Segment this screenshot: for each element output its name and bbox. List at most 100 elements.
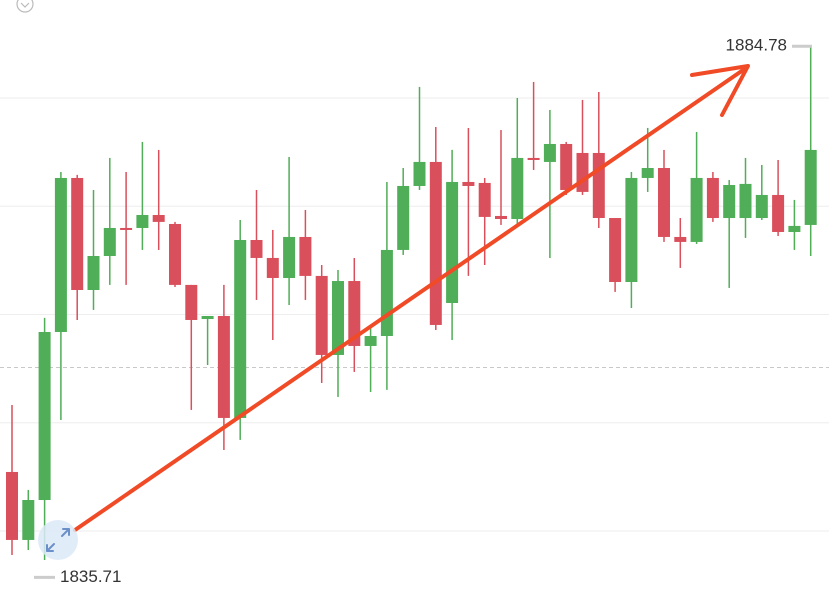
candle-body	[6, 471, 18, 540]
candle-body	[169, 223, 181, 285]
candle	[234, 219, 247, 440]
candle	[380, 181, 393, 390]
candle-body	[706, 177, 719, 219]
candle	[283, 156, 296, 305]
trend-line	[73, 66, 748, 532]
candle	[641, 127, 654, 192]
candle	[217, 284, 230, 450]
candle-body	[397, 185, 410, 250]
candle-body	[380, 249, 393, 337]
candle	[462, 127, 475, 276]
candle	[674, 218, 687, 268]
candle	[625, 172, 638, 308]
collapse-chevron	[20, 2, 30, 8]
candle-body	[71, 177, 84, 291]
candle-body	[446, 181, 459, 303]
candle	[364, 327, 377, 392]
candle-body	[511, 157, 524, 219]
candle	[706, 172, 719, 222]
candle-body	[478, 182, 491, 217]
candle	[54, 172, 67, 421]
candle-body	[772, 194, 785, 232]
candle-body	[136, 214, 149, 228]
candle	[87, 189, 100, 310]
candle	[250, 189, 263, 300]
candle-body	[283, 236, 296, 278]
candle	[511, 97, 524, 225]
candle	[527, 81, 540, 170]
candle	[152, 149, 165, 250]
candle	[755, 164, 768, 220]
low-label: 1835.71	[60, 567, 121, 586]
candle	[22, 489, 35, 551]
candle	[495, 130, 507, 225]
arrow-head	[690, 64, 750, 117]
candle-body	[739, 183, 752, 219]
candle-body	[576, 152, 589, 192]
handle-circle[interactable]	[38, 520, 78, 560]
candle-body	[690, 177, 703, 242]
candle-body	[560, 143, 573, 190]
candle	[543, 109, 556, 258]
candle-body	[234, 239, 247, 418]
candle	[120, 172, 133, 285]
candle	[592, 92, 605, 228]
candle	[71, 174, 84, 320]
candle	[658, 149, 670, 242]
candle	[739, 157, 752, 238]
candle	[103, 157, 116, 285]
candle-body	[609, 218, 622, 282]
candle-body	[120, 227, 133, 230]
candle	[299, 210, 312, 300]
candle	[723, 180, 736, 288]
candle-body	[103, 227, 116, 257]
candle	[772, 159, 785, 236]
resize-handle[interactable]	[38, 520, 78, 560]
candle-body	[641, 168, 654, 178]
candle-body	[217, 315, 230, 418]
candle-body	[495, 215, 507, 219]
candle-body	[87, 256, 100, 291]
candle	[136, 141, 149, 250]
handle-arrows	[46, 528, 70, 552]
candle	[332, 269, 344, 397]
candle-body	[250, 239, 263, 258]
candle-body	[429, 161, 442, 325]
candle-body	[266, 257, 279, 278]
candle	[201, 315, 214, 366]
candle	[804, 46, 817, 257]
candle-body	[22, 500, 35, 540]
plot	[0, 46, 829, 560]
candle-body	[413, 161, 426, 186]
candle	[266, 229, 279, 341]
candle-body	[54, 177, 67, 333]
candle	[315, 264, 328, 383]
candle	[185, 284, 198, 410]
candle	[169, 221, 181, 287]
candle	[429, 126, 442, 330]
candle-body	[38, 332, 51, 501]
candle-body	[315, 275, 328, 355]
candle	[609, 218, 622, 292]
candle	[788, 199, 801, 250]
candle-body	[788, 225, 801, 232]
candle-body	[299, 236, 312, 276]
candle	[348, 257, 361, 372]
candle	[560, 141, 573, 195]
candle-body	[201, 315, 214, 320]
candle-body	[804, 149, 817, 225]
candle-body	[332, 281, 344, 355]
candle-body	[543, 143, 556, 162]
candle-body	[152, 214, 165, 222]
candle-body	[364, 336, 377, 346]
candle-body	[185, 284, 198, 320]
candle	[6, 404, 18, 555]
candle-body	[674, 236, 687, 242]
candle	[397, 168, 410, 255]
candle-body	[527, 157, 540, 160]
candle-body	[658, 168, 670, 237]
candle	[38, 317, 51, 560]
candle	[446, 149, 459, 341]
collapse-icon[interactable]	[16, 0, 34, 13]
high-label: 1884.78	[726, 36, 787, 55]
